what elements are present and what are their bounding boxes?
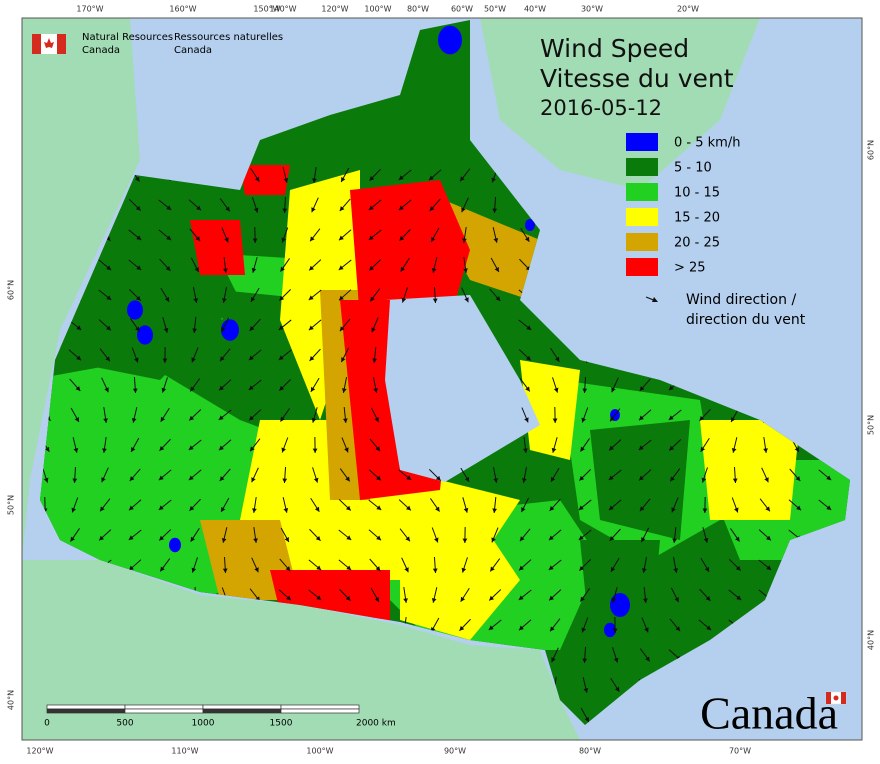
longitude-label: 60°W xyxy=(451,5,473,14)
latitude-label: 40°N xyxy=(7,690,16,710)
longitude-label: 160°W xyxy=(169,5,196,14)
legend-swatch xyxy=(626,258,658,276)
longitude-label: 80°W xyxy=(579,747,601,756)
latitude-label: 50°N xyxy=(867,415,876,435)
legend-label: 5 - 10 xyxy=(674,161,712,176)
scale-segment xyxy=(125,705,203,709)
latitude-label: 40°N xyxy=(867,630,876,650)
legend-label: 10 - 15 xyxy=(674,186,720,201)
title: Vitesse du vent xyxy=(540,64,734,93)
agency-en: Natural Resources xyxy=(82,32,173,43)
longitude-label: 110°W xyxy=(171,747,198,756)
longitude-label: 140°W xyxy=(269,5,296,14)
longitude-label: 50°W xyxy=(484,5,506,14)
wordmark-flag xyxy=(841,692,846,704)
direction-label: direction du vent xyxy=(686,312,806,328)
calm-spot xyxy=(137,325,153,344)
direction-label: Wind direction / xyxy=(686,292,796,308)
longitude-label: 100°W xyxy=(306,747,333,756)
scale-segment xyxy=(47,709,125,713)
map-body xyxy=(22,18,862,740)
longitude-label: 40°W xyxy=(524,5,546,14)
longitude-label: 20°W xyxy=(677,5,699,14)
legend-label: 20 - 25 xyxy=(674,236,720,251)
legend-swatch xyxy=(626,233,658,251)
scale-label: 1000 xyxy=(192,719,215,729)
calm-spot xyxy=(127,300,143,319)
legend-label: 0 - 5 km/h xyxy=(674,136,740,151)
longitude-label: 70°W xyxy=(729,747,751,756)
scale-label: 2000 km xyxy=(356,719,396,729)
scale-segment xyxy=(281,709,359,713)
longitude-label: 80°W xyxy=(407,5,429,14)
longitude-label: 100°W xyxy=(364,5,391,14)
calm-spot xyxy=(438,26,462,55)
calm-spot xyxy=(610,593,630,617)
agency-en: Canada xyxy=(82,45,120,56)
scale-segment xyxy=(203,705,281,709)
date: 2016-05-12 xyxy=(540,96,662,120)
latitude-label: 50°N xyxy=(7,495,16,515)
legend-swatch xyxy=(626,183,658,201)
legend-swatch xyxy=(626,133,658,151)
legend-label: > 25 xyxy=(674,261,706,276)
wordmark-flag xyxy=(834,696,839,701)
scale-label: 0 xyxy=(44,719,50,729)
longitude-label: 90°W xyxy=(444,747,466,756)
latitude-label: 60°N xyxy=(867,140,876,160)
wordmark-flag xyxy=(826,692,831,704)
scale-label: 500 xyxy=(116,719,133,729)
scale-segment xyxy=(281,705,359,709)
scale-label: 1500 xyxy=(270,719,293,729)
legend-label: 15 - 20 xyxy=(674,211,720,226)
flag-bar xyxy=(32,34,41,54)
legend-swatch xyxy=(626,158,658,176)
scale-segment xyxy=(203,709,281,713)
latitude-label: 60°N xyxy=(7,280,16,300)
longitude-label: 170°W xyxy=(76,5,103,14)
longitude-label: 30°W xyxy=(581,5,603,14)
agency-fr: Canada xyxy=(174,45,212,56)
legend-swatch xyxy=(626,208,658,226)
agency-fr: Ressources naturelles xyxy=(174,32,283,43)
title: Wind Speed xyxy=(540,34,689,63)
longitude-label: 120°W xyxy=(26,747,53,756)
longitude-label: 120°W xyxy=(321,5,348,14)
calm-spot xyxy=(169,538,181,552)
scale-segment xyxy=(125,709,203,713)
flag-bar xyxy=(57,34,66,54)
scale-segment xyxy=(47,705,125,709)
wordmark: Canada xyxy=(700,688,838,739)
